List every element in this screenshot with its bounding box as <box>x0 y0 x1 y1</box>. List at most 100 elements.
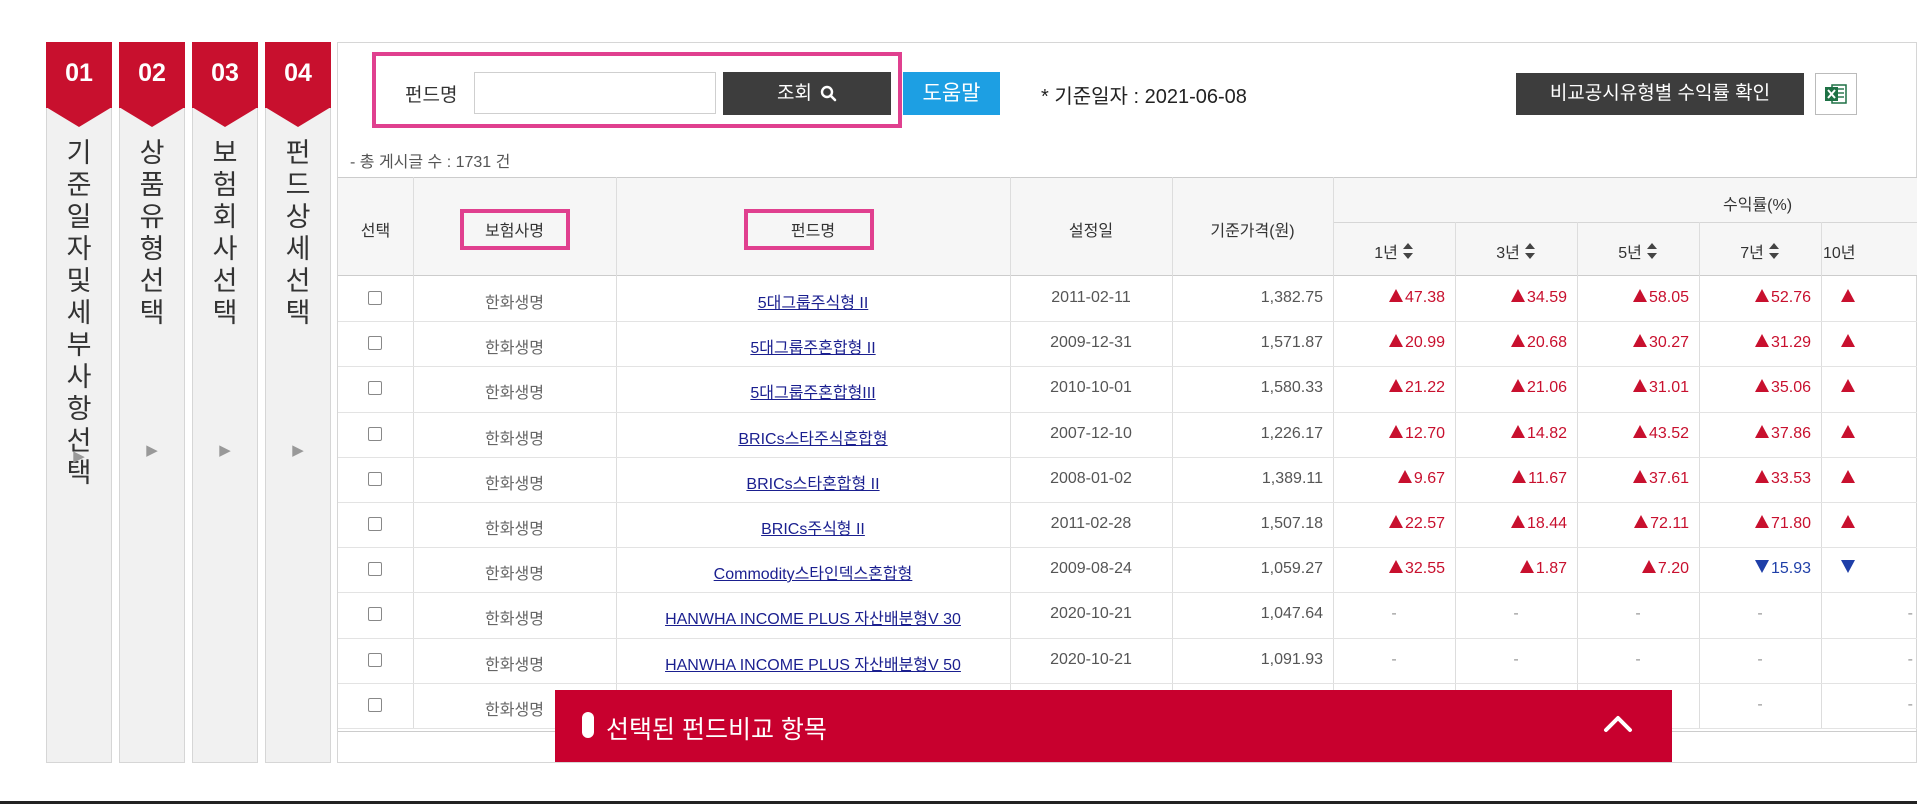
triangle-up-icon <box>1388 289 1403 302</box>
header-return-3y[interactable]: 3년 <box>1455 239 1577 263</box>
header-return-1y-label: 1년 <box>1374 245 1398 262</box>
return-value-5y: 31.01 <box>1577 379 1689 397</box>
return-number: 72.11 <box>1650 515 1689 532</box>
return-number: - <box>1757 651 1763 668</box>
return-number: - <box>1391 651 1397 668</box>
triangle-down-icon <box>1754 560 1769 573</box>
base-price: 1,226.17 <box>1260 425 1323 442</box>
selected-fund-compare-bar[interactable]: 선택된 펀드비교 항목 <box>555 690 1672 762</box>
return-number: 35.06 <box>1770 379 1811 396</box>
company-name: 한화생명 <box>485 566 544 583</box>
step-number: 02 <box>138 59 166 87</box>
return-number: 34.59 <box>1526 289 1567 306</box>
return-value-7y: 35.06 <box>1699 379 1811 397</box>
search-button[interactable]: 조회 <box>723 72 891 115</box>
return-value-3y: 14.82 <box>1455 425 1567 443</box>
step-badge-tip <box>192 107 258 127</box>
return-value-5y: - <box>1577 605 1699 623</box>
header-return-5y[interactable]: 5년 <box>1577 239 1699 263</box>
row-select-checkbox[interactable] <box>368 698 382 712</box>
established-date: 2020-10-21 <box>1050 651 1132 668</box>
triangle-up-icon <box>1841 334 1855 347</box>
search-icon <box>820 85 837 102</box>
return-number: 71.80 <box>1770 515 1811 532</box>
header-returns-group: 수익률(%) <box>1723 197 1793 214</box>
row-select-checkbox[interactable] <box>368 517 382 531</box>
column-divider <box>1577 222 1578 728</box>
row-select-checkbox[interactable] <box>368 472 382 486</box>
column-divider <box>413 177 414 728</box>
base-price: 1,059.27 <box>1260 560 1323 577</box>
row-select-checkbox[interactable] <box>368 381 382 395</box>
return-value-5y: 7.20 <box>1577 560 1689 578</box>
compare-type-returns-button[interactable]: 비교공시유형별 수익률 확인 <box>1516 73 1804 115</box>
step-badge <box>119 42 185 108</box>
return-value-1y: 22.57 <box>1333 515 1445 533</box>
fund-name-link[interactable]: HANWHA INCOME PLUS 자산배분형V 30 <box>665 611 961 628</box>
step-badge-tip <box>119 107 185 127</box>
return-number: 20.99 <box>1404 334 1445 351</box>
return-value-3y: 18.44 <box>1455 515 1567 533</box>
return-value-7y: 33.53 <box>1699 470 1811 488</box>
fund-name-link[interactable]: 5대그룹주혼합형III <box>750 385 876 402</box>
header-company: 보험사명 <box>485 223 544 240</box>
column-divider <box>1821 222 1822 728</box>
triangle-up-icon <box>1510 289 1525 302</box>
fund-name-link[interactable]: HANWHA INCOME PLUS 자산배분형V 50 <box>665 657 961 674</box>
chevron-up-icon[interactable] <box>1603 712 1633 736</box>
return-number: 9.67 <box>1413 470 1445 487</box>
triangle-up-icon <box>1388 379 1403 392</box>
return-value-5y: 30.27 <box>1577 334 1689 352</box>
triangle-down-icon <box>1841 560 1855 573</box>
step-number: 03 <box>211 59 239 87</box>
search-label: 펀드명 <box>405 85 458 106</box>
help-button[interactable]: 도움말 <box>903 72 1000 115</box>
row-select-checkbox[interactable] <box>368 562 382 576</box>
arrow-right-icon: ▶ <box>219 442 231 459</box>
return-value-7y: 52.76 <box>1699 289 1811 307</box>
step-badge <box>265 42 331 108</box>
company-name: 한화생명 <box>485 702 544 719</box>
header-return-5y-label: 5년 <box>1618 245 1642 262</box>
fund-name-link[interactable]: BRICs주식형 II <box>761 521 865 538</box>
row-select-checkbox[interactable] <box>368 607 382 621</box>
fund-name-link[interactable]: 5대그룹주혼합형 II <box>750 340 876 357</box>
row-select-checkbox[interactable] <box>368 653 382 667</box>
fund-name-search-input[interactable] <box>474 72 716 114</box>
row-divider <box>338 321 1917 323</box>
header-return-1y[interactable]: 1년 <box>1333 239 1455 263</box>
triangle-up-icon <box>1634 515 1649 528</box>
row-select-checkbox[interactable] <box>368 336 382 350</box>
row-select-checkbox[interactable] <box>368 427 382 441</box>
step-tab-01[interactable]: 01 기준일자 및 세부사항 선택 ▶ <box>46 42 112 763</box>
excel-icon[interactable] <box>1815 73 1857 115</box>
header-return-7y[interactable]: 7년 <box>1699 239 1821 263</box>
return-value-1y: 9.67 <box>1333 470 1445 488</box>
return-value-3y: 11.67 <box>1455 470 1567 488</box>
header-fund: 펀드명 <box>790 223 836 240</box>
fund-name-link[interactable]: Commodity스타인덱스혼합형 <box>713 566 913 583</box>
fund-name-link[interactable]: BRICs스타혼합형 II <box>746 476 880 493</box>
return-value-3y: 34.59 <box>1455 289 1567 307</box>
step-tab-04[interactable]: 04 펀드상세 선택 ▶ <box>265 42 331 763</box>
step-tab-03[interactable]: 03 보험회사 선택 ▶ <box>192 42 258 763</box>
triangle-up-icon <box>1510 515 1525 528</box>
return-value-3y: 1.87 <box>1455 560 1567 578</box>
return-value-1y: 20.99 <box>1333 334 1445 352</box>
step-tab-02[interactable]: 02 상품유형 선택 ▶ <box>119 42 185 763</box>
step-badge <box>192 42 258 108</box>
triangle-up-icon <box>1632 425 1647 438</box>
return-number: - <box>1907 605 1913 622</box>
company-name: 한화생명 <box>485 295 544 312</box>
triangle-up-icon <box>1632 289 1647 302</box>
return-value-3y: 21.06 <box>1455 379 1567 397</box>
company-highlight-box <box>460 209 570 250</box>
step-badge-tip <box>265 107 331 127</box>
established-date: 2009-12-31 <box>1050 334 1132 351</box>
row-select-checkbox[interactable] <box>368 291 382 305</box>
header-return-10y[interactable]: 10년 <box>1821 239 1917 263</box>
company-name: 한화생명 <box>485 431 544 448</box>
fund-name-link[interactable]: BRICs스타주식혼합형 <box>738 431 888 448</box>
return-number: 12.70 <box>1404 425 1445 442</box>
fund-name-link[interactable]: 5대그룹주식형 II <box>757 295 869 312</box>
